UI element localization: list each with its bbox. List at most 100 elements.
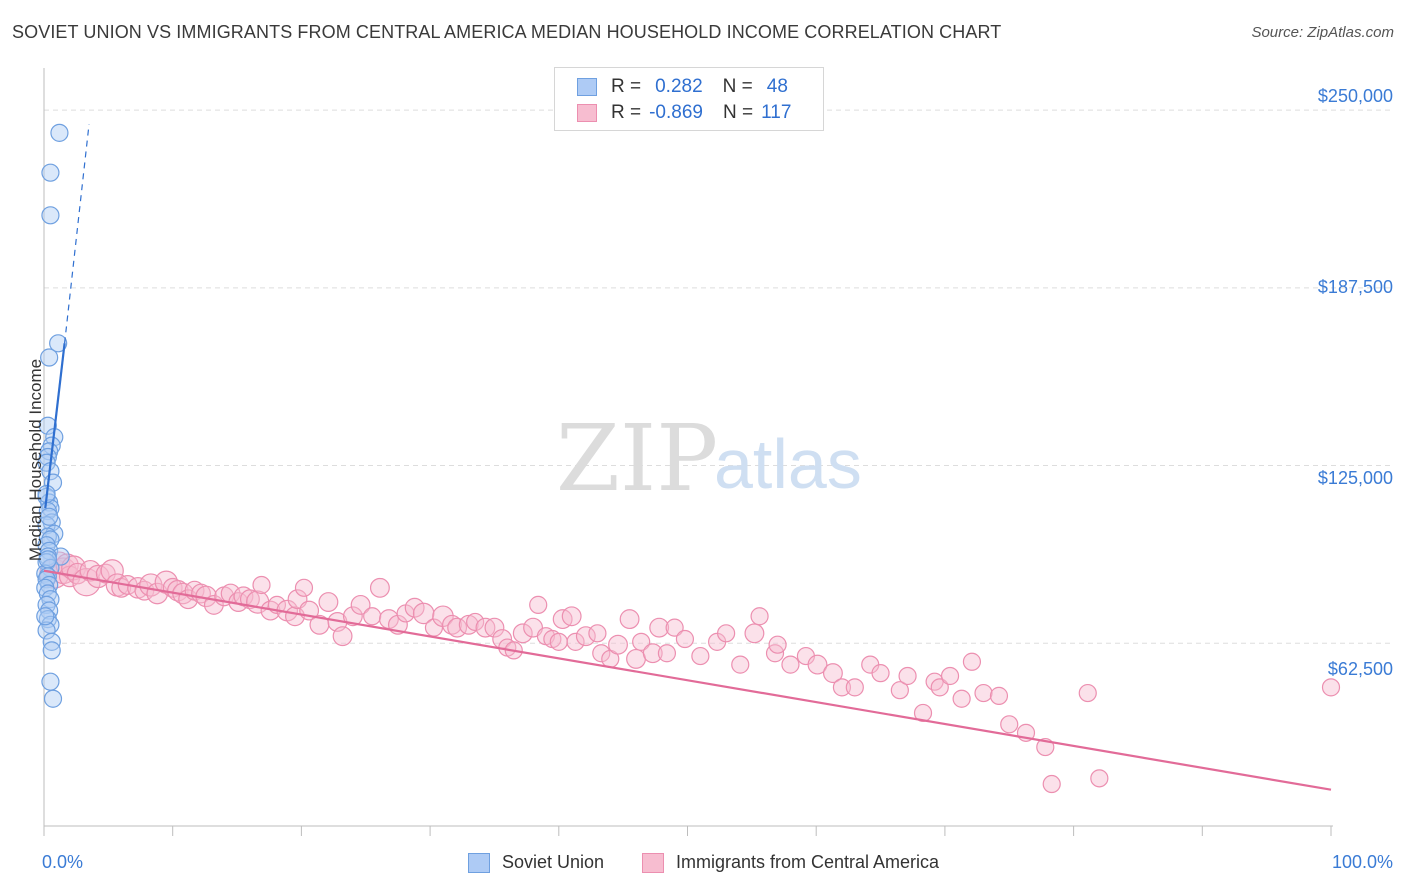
trend-lines — [43, 124, 1332, 791]
legend-row-immigrants-central-america: R = -0.869 N = 117 — [577, 101, 791, 125]
x-tick-label: 0.0% — [42, 852, 84, 872]
data-point — [42, 641, 61, 660]
data-point — [41, 672, 60, 691]
legend-swatch-blue — [468, 852, 490, 873]
data-point — [50, 123, 69, 142]
data-point — [49, 334, 68, 353]
data-point — [38, 550, 57, 569]
data-point — [898, 666, 917, 686]
legend-label: Immigrants from Central America — [676, 852, 940, 872]
data-point — [1321, 678, 1341, 697]
data-point — [294, 578, 314, 597]
trend-line — [43, 569, 1332, 791]
data-point — [332, 626, 353, 647]
data-point — [239, 589, 260, 610]
data-point — [38, 416, 57, 435]
data-point — [1078, 683, 1097, 703]
data-point — [665, 618, 684, 637]
data-point — [657, 644, 677, 663]
trend-line — [44, 343, 66, 509]
data-point — [40, 507, 59, 526]
data-point — [913, 703, 933, 723]
data-point — [447, 617, 468, 638]
data-point — [832, 678, 852, 697]
x-tick-label: 100.0% — [1331, 852, 1393, 872]
data-point — [41, 206, 60, 225]
data-point — [649, 617, 670, 638]
data-point — [691, 646, 710, 666]
legend-swatch-pink — [577, 104, 597, 122]
data-point — [350, 594, 371, 615]
data-point — [744, 623, 765, 644]
data-point — [731, 655, 750, 674]
legend-n-value: 117 — [761, 102, 792, 123]
data-point — [675, 629, 695, 649]
data-point — [252, 575, 271, 595]
data-point — [626, 648, 646, 669]
data-point — [466, 612, 485, 632]
gridlines — [44, 109, 1394, 644]
data-point — [588, 624, 607, 643]
data-point — [40, 348, 59, 367]
data-point — [458, 614, 479, 635]
correlation-legend: R = 0.282 N = 48 R = -0.869 N = 117 — [554, 67, 824, 131]
data-point — [41, 163, 60, 182]
data-point — [642, 643, 663, 664]
data-point — [974, 683, 993, 703]
data-point — [369, 577, 390, 598]
trend-line-extension — [63, 124, 90, 344]
data-point — [952, 689, 971, 708]
data-point — [561, 606, 582, 627]
data-point — [1090, 769, 1109, 788]
data-point — [566, 632, 585, 651]
data-point — [989, 686, 1009, 705]
data-point — [1000, 715, 1019, 734]
data-point — [529, 595, 548, 614]
legend-label: Soviet Union — [502, 852, 605, 872]
y-tick-label: $187,500 — [1317, 277, 1393, 297]
data-point — [484, 617, 505, 638]
data-point — [930, 678, 949, 697]
legend-r-label: R = — [611, 102, 642, 123]
data-point — [940, 666, 960, 686]
data-point — [962, 652, 982, 671]
data-point — [36, 564, 55, 583]
data-point — [43, 689, 63, 708]
data-point — [1042, 774, 1061, 794]
data-point — [342, 606, 363, 627]
bottom-legend-soviet-union: Soviet Union — [468, 852, 604, 873]
y-tick-label: $125,000 — [1317, 468, 1393, 488]
data-point — [72, 567, 101, 597]
data-point — [36, 607, 55, 626]
data-point — [575, 626, 596, 647]
data-point — [890, 681, 909, 700]
data-point — [592, 644, 611, 663]
watermark-zip: ZIP — [556, 405, 718, 512]
watermark-atlas: atlas — [714, 425, 862, 503]
legend-n-value: 48 — [766, 76, 788, 97]
y-tick-label: $62,500 — [1327, 659, 1393, 679]
data-point — [781, 655, 800, 674]
data-point — [442, 614, 462, 635]
data-point — [549, 632, 568, 651]
data-point — [318, 592, 339, 612]
legend-r-label: R = — [611, 76, 642, 97]
data-point — [750, 607, 769, 626]
legend-swatch-pink — [642, 852, 664, 873]
data-point — [619, 609, 640, 630]
data-point — [807, 654, 828, 675]
data-point — [412, 602, 435, 625]
data-point — [37, 621, 56, 640]
data-point — [632, 632, 651, 651]
legend-r-value: -0.869 — [649, 102, 703, 123]
y-axis-label: Median Household Income — [26, 358, 46, 562]
series-immigrants-central-america-points — [39, 551, 1341, 794]
chart-title: SOVIET UNION VS IMMIGRANTS FROM CENTRAL … — [12, 22, 1002, 42]
y-tick-label: $250,000 — [1317, 86, 1393, 106]
legend-r-value: 0.282 — [655, 76, 703, 97]
data-point — [871, 664, 890, 683]
legend-n-label: N = — [722, 102, 754, 123]
data-point — [717, 624, 736, 643]
